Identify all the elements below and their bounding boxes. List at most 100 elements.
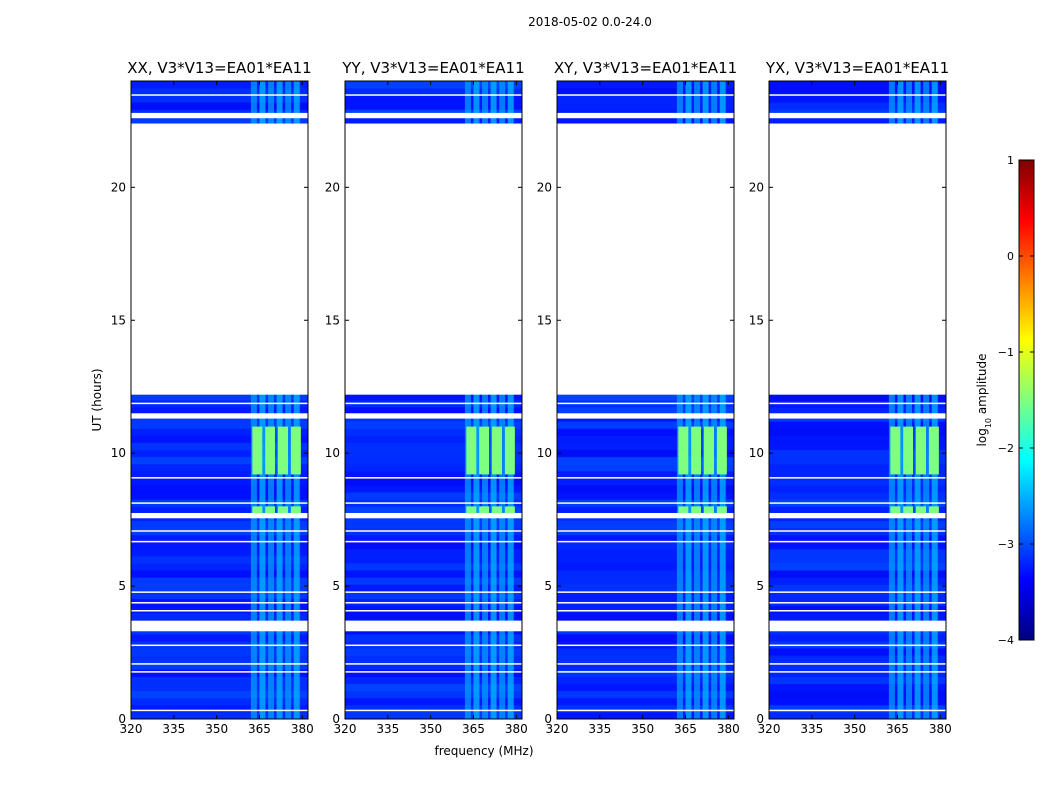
rfi-column bbox=[888, 81, 895, 719]
flag-line bbox=[769, 402, 946, 405]
heatmap-row bbox=[345, 633, 522, 642]
flag-line bbox=[345, 477, 522, 479]
x-tick-label: 380 bbox=[505, 722, 528, 736]
rfi-column bbox=[499, 81, 506, 719]
y-tick-label: 0 bbox=[118, 712, 126, 726]
heatmap-row bbox=[557, 577, 734, 585]
heatmap-row bbox=[557, 81, 734, 89]
flag-line bbox=[557, 530, 734, 532]
panel-title: YY, V3*V13=EA01*EA11 bbox=[341, 59, 524, 77]
heatmap-row bbox=[345, 81, 522, 89]
heatmap-row bbox=[769, 711, 946, 720]
heatmap-row bbox=[557, 633, 734, 642]
heatmap-row bbox=[345, 456, 522, 465]
x-tick-label: 365 bbox=[248, 722, 271, 736]
strong-rfi-block bbox=[466, 506, 477, 517]
strong-rfi-block bbox=[678, 426, 689, 475]
flag-line bbox=[345, 671, 522, 673]
heatmap-row bbox=[131, 95, 308, 103]
heatmap-row bbox=[557, 697, 734, 706]
heatmap-row bbox=[557, 570, 734, 578]
flagged-region bbox=[345, 112, 522, 119]
heatmap-row bbox=[769, 435, 946, 444]
heatmap-row bbox=[345, 676, 522, 685]
y-tick-label: 5 bbox=[332, 579, 340, 593]
heatmap-row bbox=[769, 555, 946, 564]
y-tick-label: 15 bbox=[325, 313, 340, 327]
flag-line bbox=[345, 502, 522, 504]
heatmap-row bbox=[769, 392, 946, 401]
y-tick-label: 15 bbox=[749, 313, 764, 327]
flag-line bbox=[345, 591, 522, 593]
rfi-column bbox=[694, 81, 701, 719]
heatmap-row bbox=[557, 541, 734, 550]
y-tick-label: 10 bbox=[537, 446, 552, 460]
x-tick-label: 335 bbox=[800, 722, 823, 736]
heatmap-row bbox=[345, 662, 522, 670]
strong-rfi-block bbox=[290, 506, 301, 517]
heatmap-row bbox=[131, 704, 308, 713]
heatmap-row bbox=[557, 690, 734, 699]
flag-line bbox=[131, 591, 308, 593]
flagged-region bbox=[345, 123, 522, 395]
heatmap-row bbox=[769, 88, 946, 96]
flag-line bbox=[557, 671, 734, 673]
x-tick-label: 320 bbox=[546, 722, 569, 736]
heatmap-row bbox=[769, 421, 946, 429]
heatmap-row bbox=[769, 449, 946, 458]
x-tick-label: 350 bbox=[843, 722, 866, 736]
heatmap-row bbox=[769, 704, 946, 713]
flag-line bbox=[131, 644, 308, 647]
heatmap-row bbox=[769, 612, 946, 621]
heatmap-row bbox=[131, 633, 308, 642]
flag-line bbox=[769, 477, 946, 479]
x-tick-label: 335 bbox=[376, 722, 399, 736]
heatmap-row bbox=[769, 492, 946, 500]
plot-frame bbox=[556, 80, 735, 720]
heatmap-row bbox=[769, 697, 946, 706]
flagged-region bbox=[557, 123, 734, 395]
x-tick-label: 320 bbox=[120, 722, 143, 736]
heatmap-row bbox=[769, 563, 946, 571]
heatmap-row bbox=[345, 520, 522, 529]
strong-rfi-block bbox=[252, 506, 263, 517]
heatmap-row bbox=[769, 407, 946, 415]
heatmap-row bbox=[345, 449, 522, 458]
heatmap-row bbox=[345, 655, 522, 663]
strong-rfi-block bbox=[704, 426, 715, 475]
heatmap-row bbox=[769, 541, 946, 550]
heatmap-row bbox=[131, 541, 308, 550]
flag-line bbox=[769, 502, 946, 504]
strong-rfi-block bbox=[890, 426, 901, 475]
colorbar-tick-label: 0 bbox=[1007, 250, 1014, 263]
strong-rfi-block bbox=[903, 426, 914, 475]
colorbar-tick-label: −1 bbox=[998, 346, 1014, 359]
y-tick-label: 10 bbox=[111, 446, 126, 460]
strong-rfi-block bbox=[492, 426, 503, 475]
strong-rfi-block bbox=[265, 426, 276, 475]
flag-line bbox=[557, 610, 734, 612]
heatmap-row bbox=[131, 81, 308, 89]
heatmap-row bbox=[345, 591, 522, 599]
rfi-column bbox=[276, 81, 283, 719]
y-axis-label: UT (hours) bbox=[90, 368, 104, 431]
heatmap-row bbox=[345, 570, 522, 578]
heatmap-row bbox=[769, 463, 946, 472]
y-tick-label: 10 bbox=[749, 446, 764, 460]
heatmap-row bbox=[769, 633, 946, 642]
heatmap-row bbox=[131, 477, 308, 486]
flag-line bbox=[557, 502, 734, 504]
heatmap-row bbox=[557, 88, 734, 96]
heatmap-row bbox=[345, 88, 522, 96]
heatmap-row bbox=[345, 428, 522, 436]
flag-line bbox=[131, 402, 308, 405]
rfi-column bbox=[685, 81, 692, 719]
panels: XX, V3*V13=EA01*EA11 320 335 350 365 380 0 5 10 1… bbox=[111, 59, 952, 736]
flag-line bbox=[557, 644, 734, 647]
plot-frame bbox=[130, 80, 309, 720]
panel-title: YX, V3*V13=EA01*EA11 bbox=[765, 59, 949, 77]
rfi-column bbox=[482, 81, 489, 719]
y-tick-label: 20 bbox=[111, 180, 126, 194]
flag-line bbox=[769, 591, 946, 593]
strong-rfi-block bbox=[278, 506, 289, 517]
